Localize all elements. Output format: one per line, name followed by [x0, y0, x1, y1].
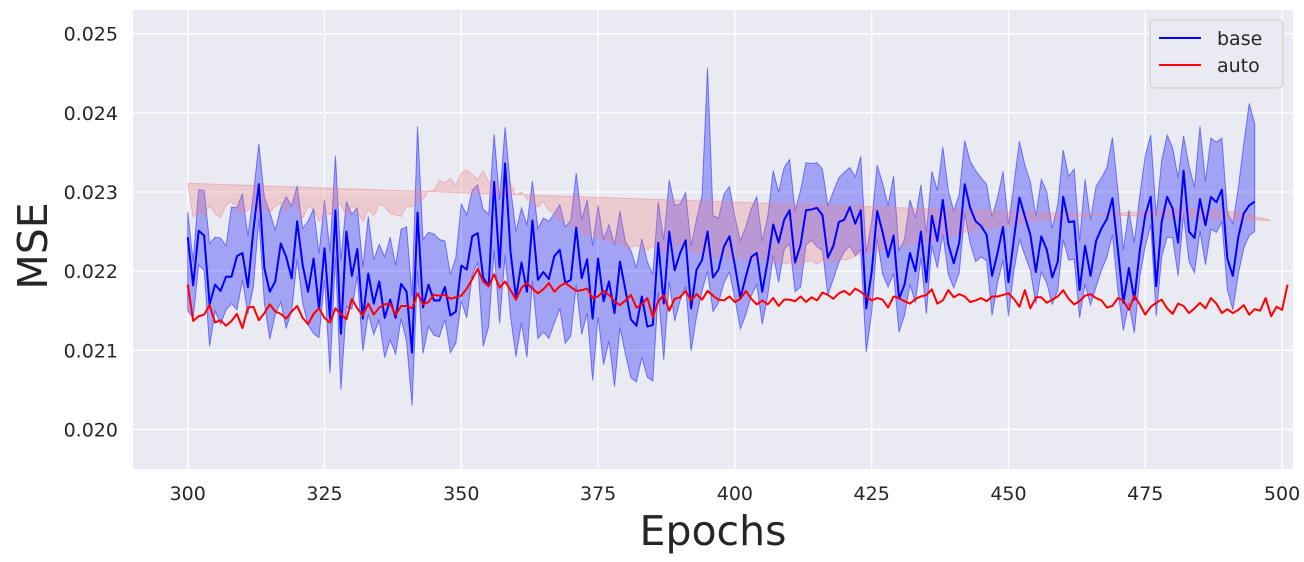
series-lines [186, 162, 1289, 354]
band-auto [187, 169, 1272, 267]
line-base [186, 162, 1256, 354]
x-tick-label: 375 [580, 483, 616, 505]
x-tick-label: 450 [990, 483, 1026, 505]
legend-label-auto: auto [1217, 55, 1260, 77]
line-auto [186, 267, 1289, 330]
legend: base auto [1149, 19, 1284, 89]
y-tick-label: 0.025 [64, 24, 118, 46]
y-axis-ticks: 0.020 0.021 0.022 0.023 0.024 0.025 [64, 24, 118, 442]
x-axis-label: Epochs [640, 507, 787, 555]
y-axis-label: MSE [9, 202, 57, 289]
y-tick-label: 0.021 [64, 340, 118, 362]
x-tick-label: 475 [1127, 483, 1163, 505]
x-tick-label: 300 [170, 483, 206, 505]
y-tick-label: 0.022 [64, 261, 118, 283]
x-tick-label: 400 [717, 483, 753, 505]
x-tick-label: 325 [306, 483, 342, 505]
x-tick-label: 500 [1264, 483, 1300, 505]
confidence-bands [187, 67, 1272, 406]
y-tick-label: 0.023 [64, 182, 118, 204]
x-axis-ticks: 300 325 350 375 400 425 450 475 500 [170, 483, 1301, 505]
y-tick-label: 0.020 [64, 419, 118, 441]
band-base [187, 67, 1256, 406]
x-tick-label: 350 [443, 483, 479, 505]
y-tick-label: 0.024 [64, 103, 118, 125]
plot-background [133, 10, 1293, 469]
x-tick-label: 425 [854, 483, 890, 505]
legend-label-base: base [1217, 28, 1262, 50]
